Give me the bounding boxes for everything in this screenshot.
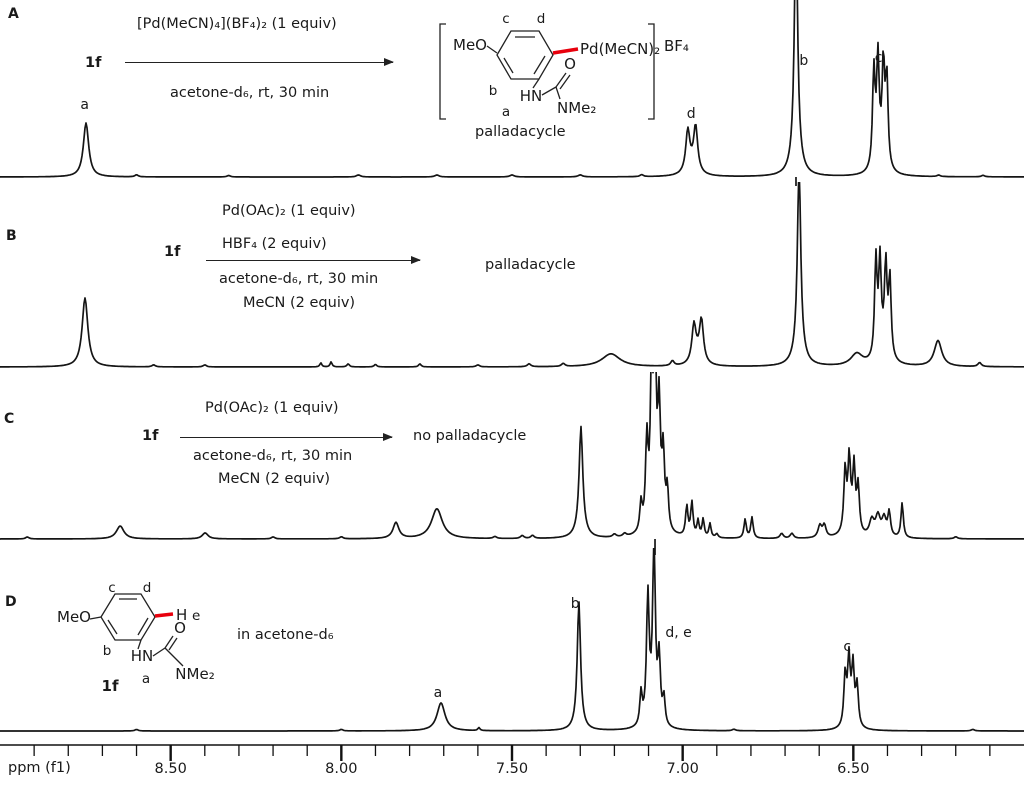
conditions-b-below1: acetone-d₆, rt, 30 min: [219, 271, 379, 287]
benzene-ring-a: [496, 30, 554, 80]
product-label-c: no palladacycle: [413, 428, 527, 444]
hn-label-d: HN: [131, 647, 154, 665]
counterion-label: BF₄: [664, 37, 689, 55]
panel-letter-a: A: [8, 6, 19, 22]
panel-letter-d: D: [5, 594, 17, 610]
label-a-d: a: [142, 671, 150, 687]
conditions-c-below2: MeCN (2 equiv): [218, 471, 331, 487]
reaction-arrow-a: [125, 58, 394, 66]
reactant-1f-b: 1f: [164, 244, 181, 260]
conditions-c-above1: Pd(OAc)₂ (1 equiv): [205, 400, 339, 416]
peak-label-de-d: d, e: [665, 625, 692, 641]
n-c-bond-a: [541, 86, 557, 96]
product-label-b: palladacycle: [485, 257, 576, 273]
meo-label-d: MeO: [57, 608, 91, 626]
peak-label-b-d: b: [570, 596, 580, 612]
meo-bond-d: [89, 616, 102, 620]
ppm-axis: [0, 744, 1024, 761]
pd-aryl-bond-red: [552, 47, 579, 55]
ring-label-d-d: d: [143, 580, 152, 596]
panel-letter-c: C: [4, 411, 15, 427]
label-e-d: e: [192, 608, 200, 624]
o-label-d: O: [174, 619, 186, 637]
compound-name-1f: 1f: [102, 677, 119, 695]
aromatic-bond: [503, 57, 514, 74]
peak-label-a-a: a: [80, 97, 89, 113]
ring-label-c-d: c: [108, 580, 115, 596]
bracket-right: [648, 23, 655, 120]
c-o-doublebond-a: [555, 72, 567, 88]
aromatic-bond: [533, 55, 546, 75]
compound-1f-structure: c d MeO H e HN b O NMe₂ a 1f: [57, 580, 215, 695]
nme2-label-d: NMe₂: [175, 665, 214, 683]
ring-label-d-a: d: [537, 11, 546, 27]
aromatic-bond: [107, 619, 118, 635]
c-n-bond-d: [164, 647, 184, 667]
spectrum-panel-b: [0, 182, 1024, 368]
conditions-c-below1: acetone-d₆, rt, 30 min: [193, 448, 353, 464]
peak-label-c-d: c: [843, 639, 852, 655]
spectrum-panel-a: [0, 0, 1024, 186]
peak-label-c-a: c: [874, 50, 883, 66]
solvent-note-d: in acetone-d₆: [237, 627, 334, 643]
peak-label-b-a: b: [799, 53, 809, 69]
o-label-a: O: [564, 55, 576, 73]
conditions-a-above: [Pd(MeCN)₄](BF₄)₂ (1 equiv): [137, 16, 337, 32]
peak-label-d-a: d: [686, 106, 696, 122]
axis-tick-label-8.50: 8.50: [154, 761, 187, 777]
palladacycle-caption: palladacycle: [475, 124, 566, 140]
spectrum-panel-c: [0, 372, 1024, 555]
c-o-doublebond-a: [559, 74, 571, 90]
axis-tick-label-6.50: 6.50: [837, 761, 870, 777]
axis-tick-label-7.50: 7.50: [495, 761, 529, 777]
conditions-b-above1: Pd(OAc)₂ (1 equiv): [222, 203, 356, 219]
conditions-b-above2: HBF₄ (2 equiv): [222, 236, 327, 252]
axis-tick-label-7.00: 7.00: [666, 761, 699, 777]
palladacycle-structure: BF₄ MeO c d Pd(MeCN)₂ HN b O NMe₂ a: [439, 11, 689, 120]
label-a-a: a: [502, 104, 510, 120]
n-aryl-bond-d: [137, 639, 142, 650]
nme2-label-a: NMe₂: [557, 99, 596, 117]
ring-label-b-d: b: [103, 643, 112, 659]
meo-bond-a: [486, 45, 498, 54]
conditions-b-below2: MeCN (2 equiv): [243, 295, 356, 311]
bracket-left: [439, 23, 446, 120]
c-n-bond-a: [555, 86, 561, 100]
reactant-1f-c: 1f: [142, 428, 159, 444]
c-h-bond-red: [154, 612, 174, 618]
benzene-ring-d: [100, 593, 156, 641]
meo-label-a: MeO: [453, 36, 487, 54]
reactant-1f-a: 1f: [85, 55, 102, 71]
pd-group-label: Pd(MeCN)₂: [580, 40, 660, 58]
aromatic-bond: [137, 617, 149, 636]
ring-label-c-a: c: [502, 11, 509, 27]
axis-unit-label: ppm (f1): [8, 760, 71, 776]
conditions-a-below: acetone-d₆, rt, 30 min: [170, 85, 330, 101]
h-label-d: H: [176, 606, 187, 624]
panel-letter-b: B: [6, 228, 17, 244]
axis-tick-label-8.00: 8.00: [325, 761, 358, 777]
n-c-bond-d: [152, 647, 166, 657]
c-o-doublebond-d: [164, 635, 174, 649]
n-aryl-bond-a: [532, 78, 540, 89]
c-o-doublebond-d: [168, 637, 178, 651]
reaction-arrow-b: [206, 256, 421, 264]
hn-label-a: HN: [520, 87, 543, 105]
reaction-arrow-c: [180, 433, 393, 441]
ring-label-b-a: b: [489, 83, 498, 99]
peak-label-a-d: a: [433, 685, 443, 701]
spectrum-panel-d: [0, 548, 1024, 732]
